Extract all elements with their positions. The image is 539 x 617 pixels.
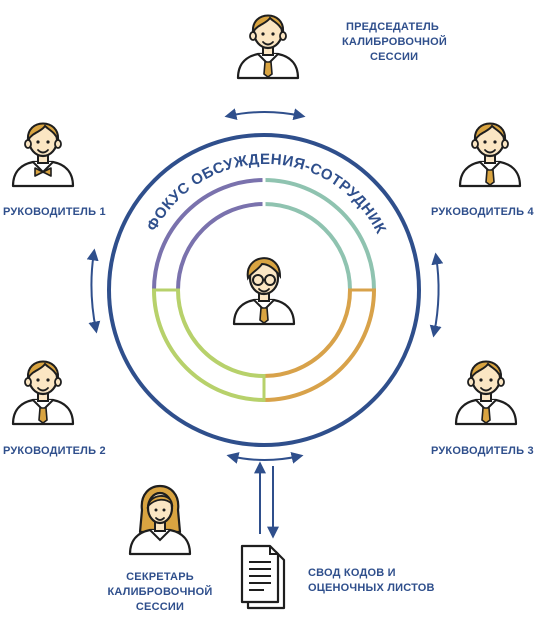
employee-person-glasses-icon	[232, 257, 296, 326]
manager3-label-text: РУКОВОДИТЕЛЬ 3	[431, 445, 534, 457]
manager2-person-icon	[11, 360, 75, 426]
manager4-label: РУКОВОДИТЕЛЬ 4	[431, 205, 534, 220]
manager2-label-text: РУКОВОДИТЕЛЬ 2	[3, 445, 106, 457]
manager4-label-text: РУКОВОДИТЕЛЬ 4	[431, 206, 534, 218]
manager3-label: РУКОВОДИТЕЛЬ 3	[431, 444, 534, 459]
arc-teal-inner	[263, 202, 352, 291]
chair-person-icon	[236, 14, 300, 80]
chair-label: ПРЕДСЕДАТЕЛЬ КАЛИБРОВОЧНОЙ СЕССИИ	[342, 20, 447, 65]
arrow-bottom	[226, 451, 304, 464]
documents-label-line1: СВОД КОДОВ И	[308, 567, 396, 579]
arc-green-inner	[176, 289, 265, 378]
arc-green-outer	[152, 289, 265, 402]
focus-arcs	[152, 178, 376, 402]
arc-teal-outer	[263, 178, 376, 291]
arc-orange-inner	[263, 289, 352, 378]
manager4-person-icon	[458, 122, 522, 188]
secretary-label-line2: КАЛИБРОВОЧНОЙ	[107, 586, 213, 598]
arc-purple-outer	[152, 178, 265, 291]
manager1-label-text: РУКОВОДИТЕЛЬ 1	[3, 206, 106, 218]
manager2-label: РУКОВОДИТЕЛЬ 2	[3, 444, 106, 459]
arc-orange-outer	[263, 289, 376, 402]
arrow-right	[429, 252, 444, 338]
manager1-person-icon	[11, 122, 75, 188]
arc-purple-inner	[176, 202, 265, 291]
secretary-woman-icon	[128, 484, 192, 556]
flow-arrows	[86, 108, 444, 539]
manager1-label: РУКОВОДИТЕЛЬ 1	[3, 205, 106, 220]
outer-ring	[107, 133, 421, 447]
document-stack-icon	[240, 544, 286, 610]
arrow-left	[86, 248, 101, 334]
chair-label-line3: СЕССИИ	[370, 51, 419, 63]
documents-label-line2: ОЦЕНОЧНЫХ ЛИСТОВ	[308, 582, 435, 594]
secretary-label: СЕКРЕТАРЬ КАЛИБРОВОЧНОЙ СЕССИИ	[100, 570, 220, 615]
secretary-label-line1: СЕКРЕТАРЬ	[126, 571, 194, 583]
documents-label: СВОД КОДОВ И ОЦЕНОЧНЫХ ЛИСТОВ	[308, 566, 435, 596]
secretary-label-line3: СЕССИИ	[135, 601, 185, 613]
chair-label-line2: КАЛИБРОВОЧНОЙ	[342, 36, 448, 48]
manager3-person-icon	[454, 360, 518, 426]
chair-label-line1: ПРЕДСЕДАТЕЛЬ	[346, 21, 440, 33]
arrow-top	[224, 108, 306, 121]
